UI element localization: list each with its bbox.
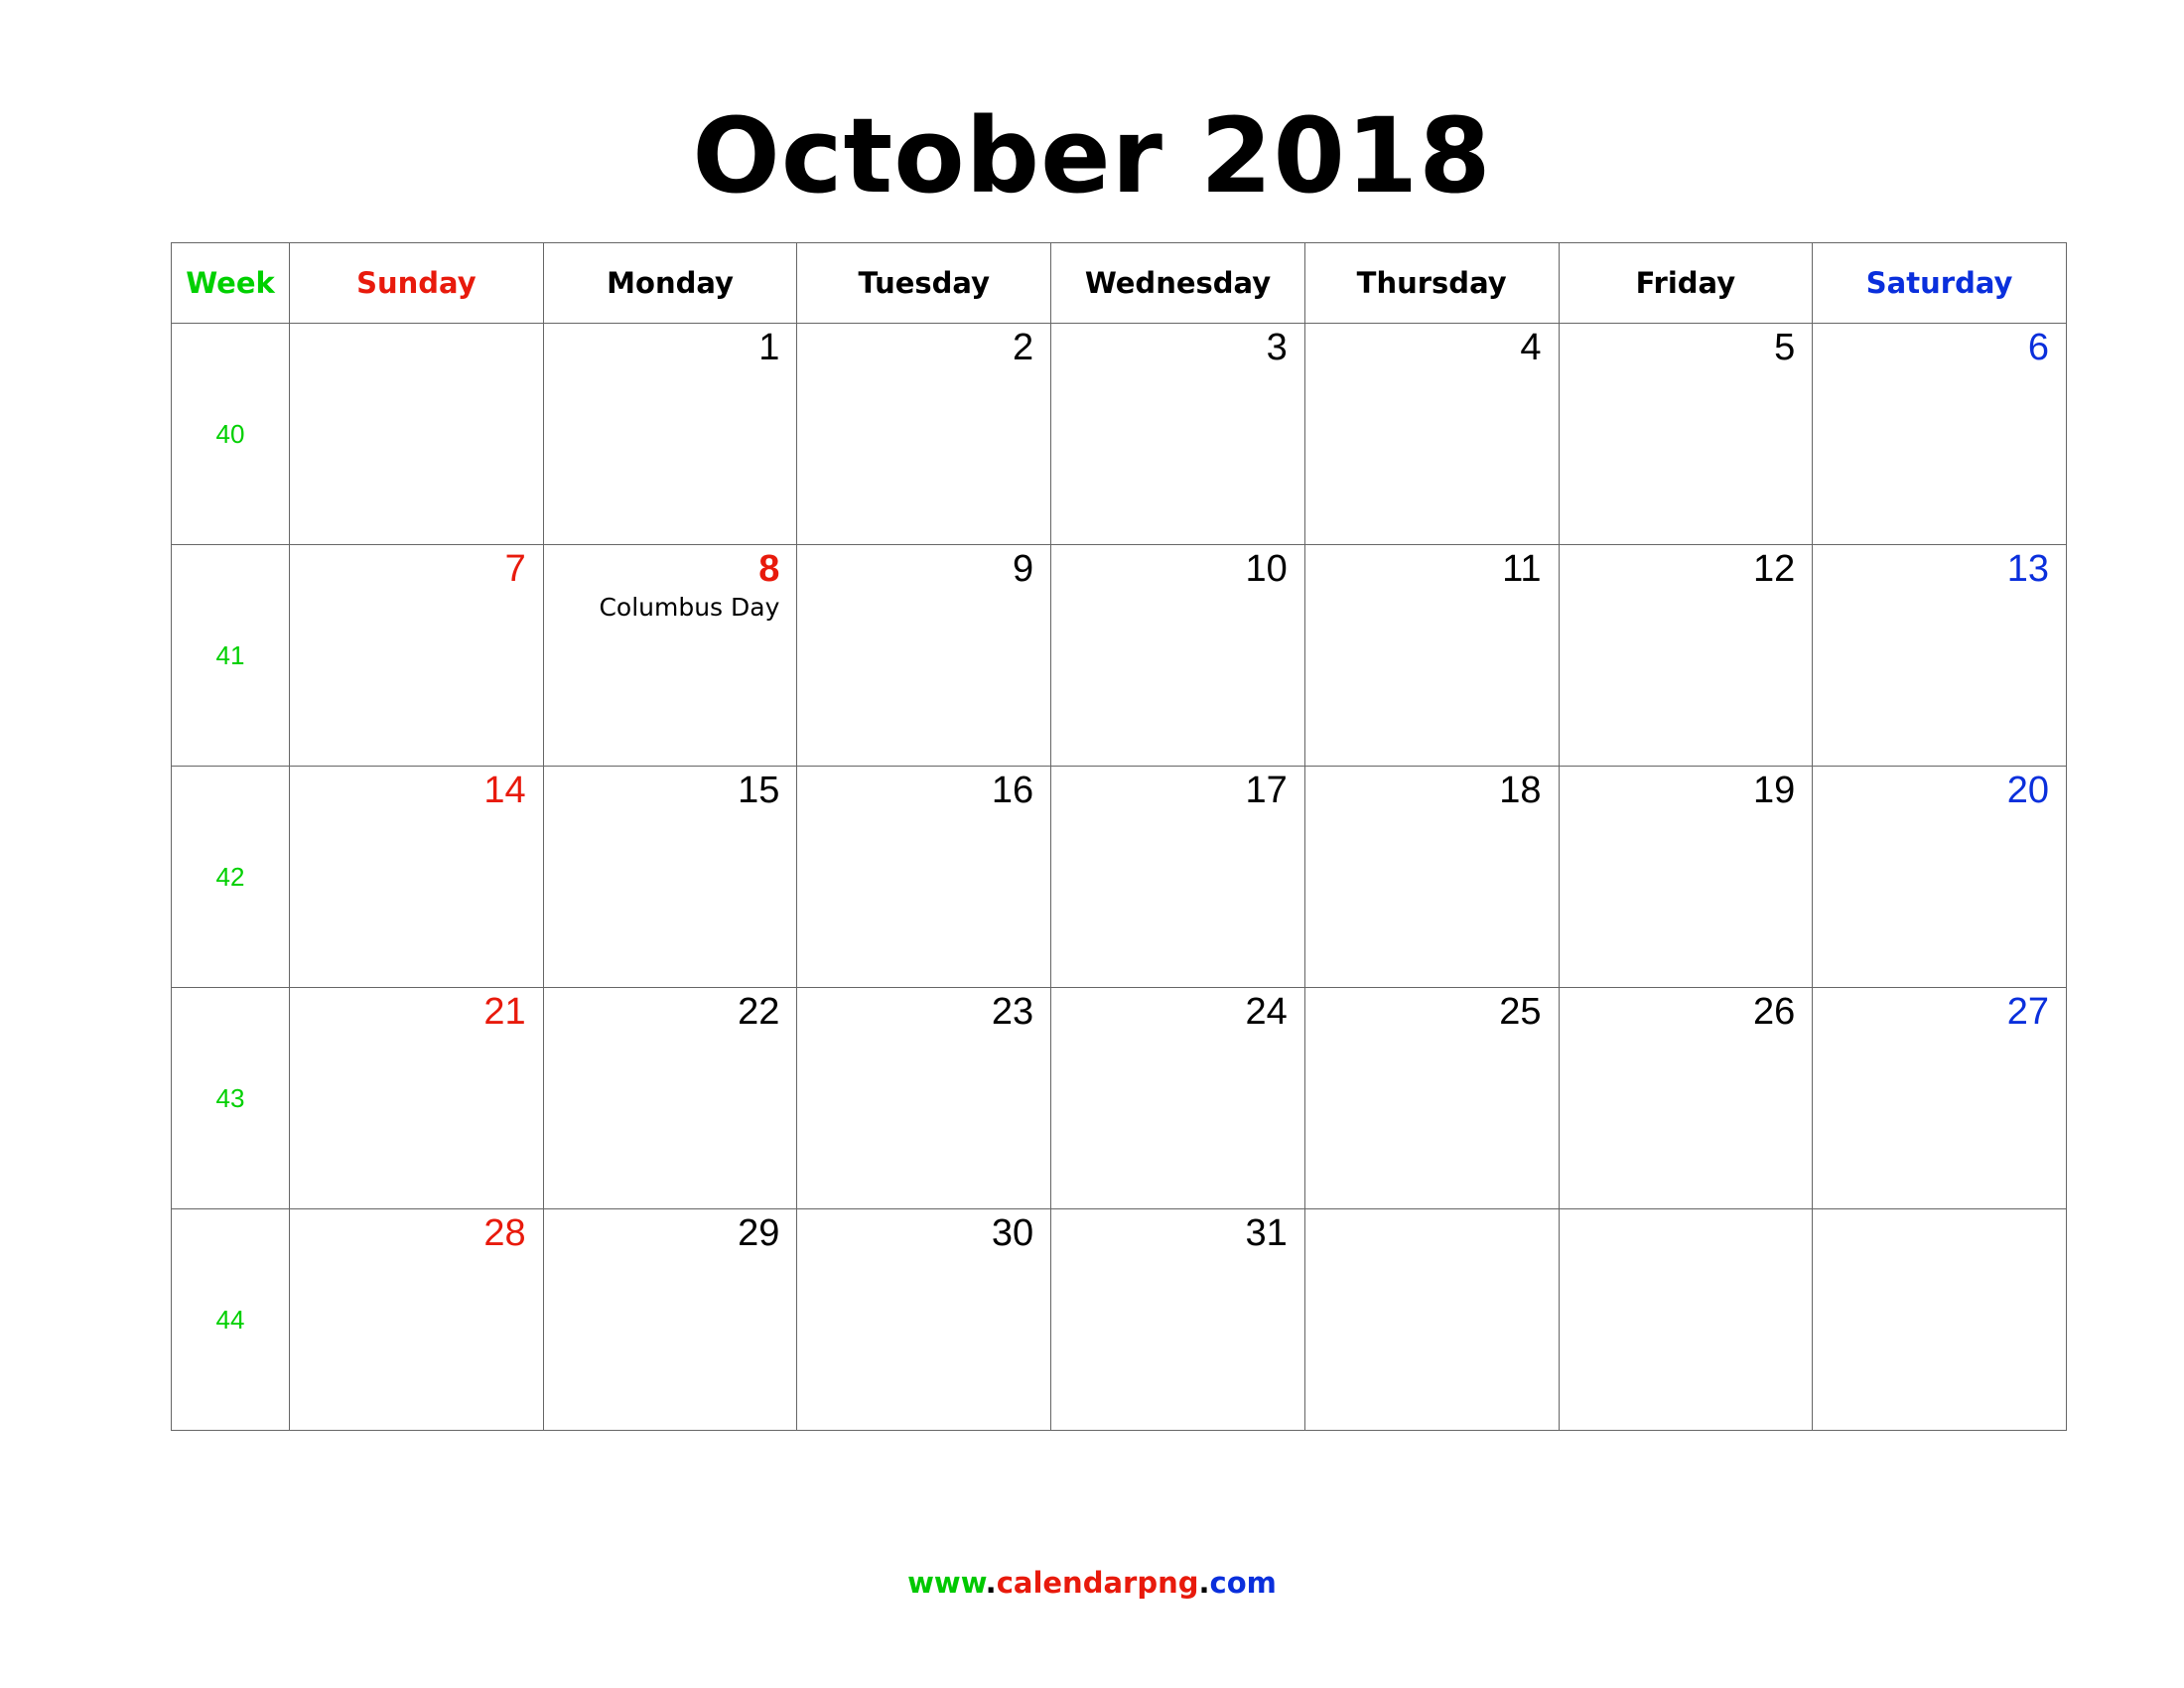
day-number: 30 (991, 1212, 1034, 1254)
day-cell-holiday: 8 Columbus Day (542, 544, 798, 767)
footer-link[interactable]: www.calendarpng.com (0, 1566, 2184, 1600)
day-cell: 10 (1050, 544, 1305, 767)
holiday-label: Columbus Day (599, 593, 780, 622)
thursday-header: Thursday (1303, 242, 1560, 324)
day-number (1813, 1209, 2066, 1211)
day-number: 20 (2006, 770, 2049, 811)
day-cell: 23 (796, 987, 1052, 1209)
week-row: 41 7 8 Columbus Day 9 10 11 12 13 (171, 544, 2067, 767)
day-number: 2 (1012, 327, 1034, 368)
day-cell: 16 (796, 766, 1052, 988)
calendar-grid: Week Sunday Monday Tuesday Wednesday Thu… (171, 242, 2067, 1431)
day-number: 3 (1266, 327, 1288, 368)
day-cell (1303, 1208, 1560, 1431)
day-number: 4 (1520, 327, 1542, 368)
day-cell: 19 (1558, 766, 1814, 988)
week-number: 43 (171, 987, 290, 1209)
day-cell: 15 (542, 766, 798, 988)
week-number: 41 (171, 544, 290, 767)
day-cell: 18 (1303, 766, 1560, 988)
day-cell: 25 (1303, 987, 1560, 1209)
calendar-title: October 2018 (692, 95, 1492, 216)
week-row: 42 14 15 16 17 18 19 20 (171, 766, 2067, 988)
day-number: 12 (1752, 548, 1796, 590)
day-cell: 6 (1812, 323, 2067, 545)
day-number: 27 (2006, 991, 2049, 1033)
day-number: 14 (483, 770, 526, 811)
tuesday-header: Tuesday (796, 242, 1052, 324)
day-cell: 9 (796, 544, 1052, 767)
footer-dot: . (1198, 1566, 1210, 1600)
day-number: 24 (1245, 991, 1288, 1033)
day-number: 22 (738, 991, 780, 1033)
footer-dot: . (985, 1566, 997, 1600)
week-row: 40 1 2 3 4 5 6 (171, 323, 2067, 545)
day-cell: 22 (542, 987, 798, 1209)
day-cell: 14 (289, 766, 544, 988)
day-number: 7 (504, 548, 526, 590)
week-row: 43 21 22 23 24 25 26 27 (171, 987, 2067, 1209)
wednesday-header: Wednesday (1050, 242, 1305, 324)
day-cell: 21 (289, 987, 544, 1209)
week-number: 40 (171, 323, 290, 545)
day-cell: 27 (1812, 987, 2067, 1209)
day-number: 19 (1752, 770, 1796, 811)
day-number: 18 (1499, 770, 1542, 811)
day-cell: 11 (1303, 544, 1560, 767)
day-cell: 13 (1812, 544, 2067, 767)
day-cell: 26 (1558, 987, 1814, 1209)
day-number: 1 (758, 327, 780, 368)
day-number: 23 (991, 991, 1034, 1033)
day-cell: 17 (1050, 766, 1305, 988)
day-number: 10 (1245, 548, 1288, 590)
day-cell: 24 (1050, 987, 1305, 1209)
saturday-header: Saturday (1812, 242, 2067, 324)
day-cell: 12 (1558, 544, 1814, 767)
day-cell: 29 (542, 1208, 798, 1431)
day-number: 26 (1752, 991, 1796, 1033)
day-cell (1558, 1208, 1814, 1431)
day-number (290, 324, 543, 326)
day-number: 29 (738, 1212, 780, 1254)
header-row: Week Sunday Monday Tuesday Wednesday Thu… (171, 242, 2067, 324)
day-number: 13 (2006, 548, 2049, 590)
day-number: 9 (1012, 548, 1034, 590)
monday-header: Monday (542, 242, 798, 324)
day-number: 16 (991, 770, 1034, 811)
day-cell: 20 (1812, 766, 2067, 988)
day-number: 25 (1499, 991, 1542, 1033)
week-header: Week (171, 242, 290, 324)
day-cell (1812, 1208, 2067, 1431)
day-number: 28 (483, 1212, 526, 1254)
day-number (1560, 1209, 1813, 1211)
friday-header: Friday (1558, 242, 1814, 324)
day-cell: 7 (289, 544, 544, 767)
footer-tld: com (1209, 1566, 1277, 1600)
day-number: 17 (1245, 770, 1288, 811)
day-cell: 4 (1303, 323, 1560, 545)
day-cell (289, 323, 544, 545)
week-number: 42 (171, 766, 290, 988)
week-row: 44 28 29 30 31 (171, 1208, 2067, 1431)
day-cell: 3 (1050, 323, 1305, 545)
week-number: 44 (171, 1208, 290, 1431)
day-cell: 2 (796, 323, 1052, 545)
day-number: 31 (1245, 1212, 1288, 1254)
day-number: 6 (2027, 327, 2049, 368)
day-number: 5 (1774, 327, 1796, 368)
footer-domain: calendarpng (996, 1566, 1199, 1600)
holiday-day-number: 8 (758, 548, 780, 590)
day-number: 21 (483, 991, 526, 1033)
day-cell: 28 (289, 1208, 544, 1431)
footer-www: www (907, 1566, 986, 1600)
day-number: 15 (738, 770, 780, 811)
day-cell: 31 (1050, 1208, 1305, 1431)
day-cell: 5 (1558, 323, 1814, 545)
day-cell: 1 (542, 323, 798, 545)
day-number (1305, 1209, 1559, 1211)
day-number: 11 (1502, 548, 1542, 590)
day-cell: 30 (796, 1208, 1052, 1431)
sunday-header: Sunday (289, 242, 544, 324)
